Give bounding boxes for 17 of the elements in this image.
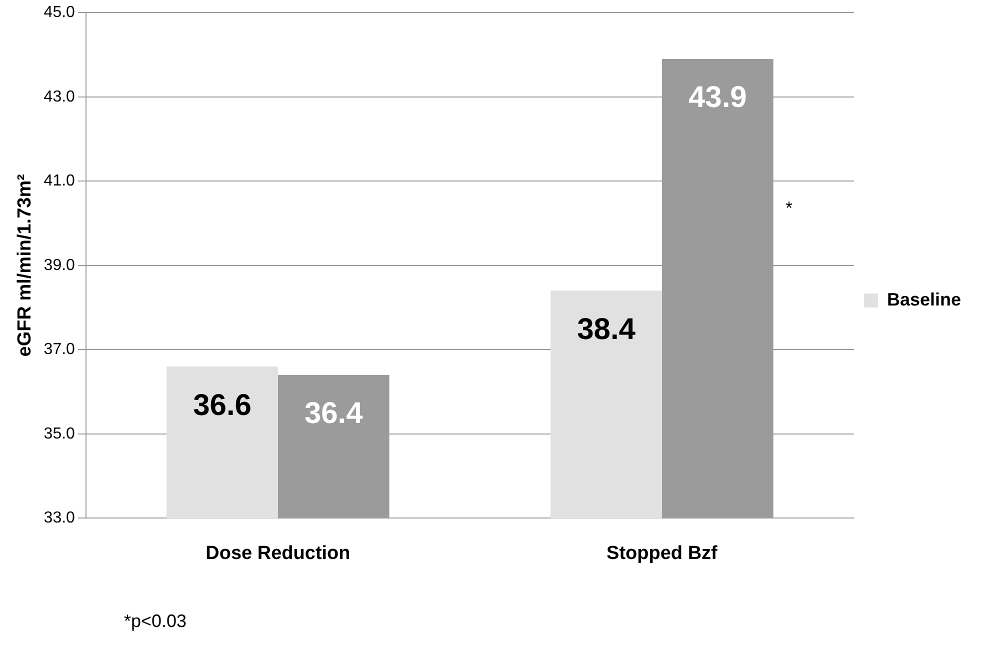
y-tick-label: 39.0	[44, 256, 76, 274]
y-tick-label: 43.0	[44, 88, 76, 106]
text: *p<0.03	[124, 610, 187, 631]
data-label: 36.4	[304, 397, 364, 430]
data-label: 36.6	[193, 388, 252, 422]
data-label: 43.9	[688, 81, 747, 114]
y-tick-label: 37.0	[44, 341, 76, 358]
y-tick-label: 33.0	[44, 510, 76, 527]
x-tick-label: Dose Reduction	[206, 542, 350, 564]
data-label: 38.4	[577, 312, 636, 346]
y-tick-label: 35.0	[44, 425, 76, 442]
y-axis-title: eGFR ml/min/1.73m²	[14, 174, 36, 357]
x-tick-label: Stopped Bzf	[606, 542, 718, 564]
y-tick-label: 45.0	[44, 4, 76, 22]
legend-label: Baseline	[886, 289, 962, 310]
y-tick-label: 41.0	[44, 172, 76, 190]
annotation: *	[785, 198, 793, 218]
